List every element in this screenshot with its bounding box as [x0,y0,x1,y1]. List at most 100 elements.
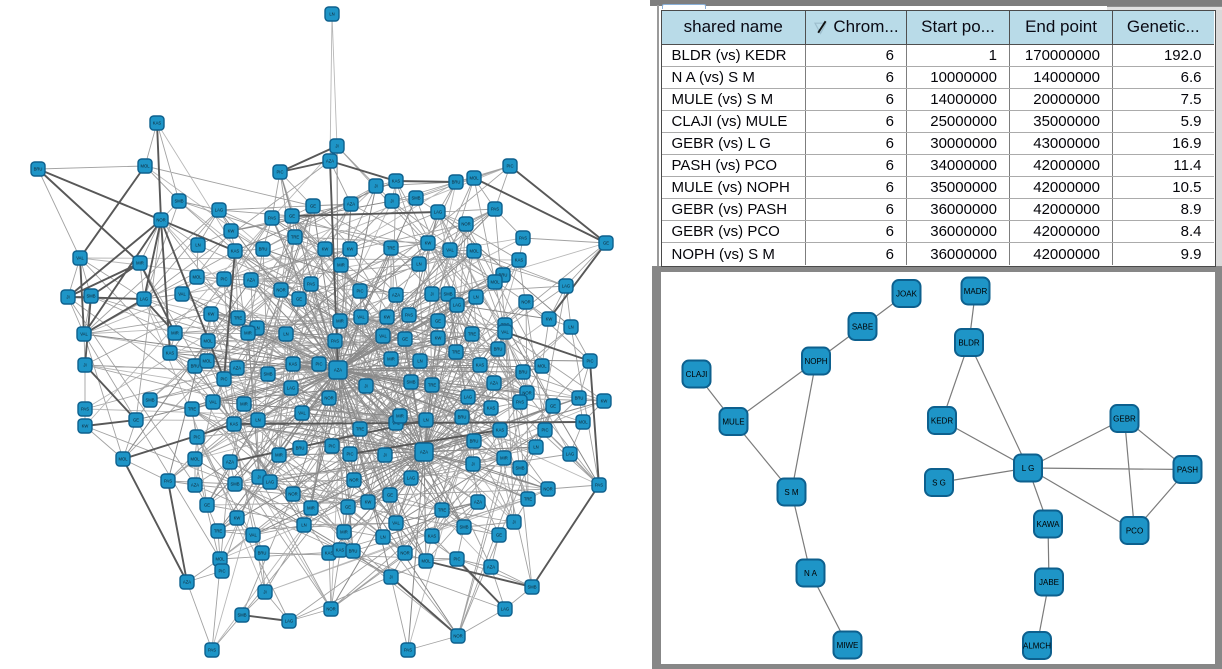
svg-text:KW: KW [435,336,442,341]
svg-text:PIC: PIC [219,569,226,574]
svg-text:KW: KW [347,247,354,252]
svg-text:LAG: LAG [215,208,223,213]
svg-text:BRU: BRU [259,247,268,252]
svg-text:MIR: MIR [500,456,508,461]
svg-text:JI: JI [374,184,377,189]
svg-text:KAS: KAS [289,362,298,367]
svg-text:LN: LN [568,325,573,330]
svg-text:KAS: KAS [496,428,505,433]
svg-text:LAG: LAG [266,480,274,485]
svg-text:KW: KW [234,516,241,521]
svg-text:PIC: PIC [329,444,336,449]
svg-text:AZA: AZA [247,278,255,283]
svg-text:BRU: BRU [494,347,503,352]
svg-text:MOL: MOL [537,364,547,369]
svg-text:ALMCH: ALMCH [1023,642,1051,651]
svg-text:KAS: KAS [336,548,345,553]
svg-text:AZA: AZA [347,202,355,207]
svg-text:PAS: PAS [404,648,412,653]
svg-text:KAS: KAS [325,551,334,556]
svg-text:VAL: VAL [379,334,387,339]
svg-text:JI: JI [390,199,393,204]
svg-text:GE: GE [296,297,302,302]
svg-text:TRE: TRE [188,407,197,412]
svg-text:GE: GE [133,418,139,423]
svg-text:GE: GE [387,493,393,498]
svg-text:BRU: BRU [470,439,479,444]
svg-text:JABE: JABE [1039,578,1059,587]
svg-text:LN: LN [423,418,428,423]
svg-text:PASH: PASH [1177,466,1198,475]
svg-text:PIC: PIC [194,435,201,440]
svg-text:MOL: MOL [469,176,479,181]
svg-text:KAS: KAS [428,534,437,539]
svg-text:GE: GE [435,319,441,324]
svg-text:VAL: VAL [298,411,306,416]
svg-text:TRE: TRE [356,427,365,432]
svg-text:JI: JI [335,144,338,149]
svg-text:BRU: BRU [296,446,305,451]
svg-text:AZA: AZA [487,565,495,570]
svg-text:KW: KW [601,399,608,404]
svg-text:MOL: MOL [203,339,213,344]
svg-text:MOL: MOL [140,164,150,169]
svg-text:TRE: TRE [291,235,300,240]
svg-text:VAL: VAL [392,521,400,526]
svg-text:AZA: AZA [233,366,241,371]
svg-text:TRE: TRE [468,332,477,337]
svg-text:AZA: AZA [191,483,199,488]
svg-text:AZA: AZA [392,293,400,298]
svg-text:MOL: MOL [421,559,431,564]
svg-text:LAG: LAG [566,452,574,457]
svg-text:BRU: BRU [258,551,267,556]
svg-text:TRE: TRE [452,350,461,355]
svg-text:MOL: MOL [469,249,479,254]
svg-text:MIR: MIR [136,261,144,266]
svg-text:S G: S G [932,479,946,488]
svg-text:PAS: PAS [307,282,315,287]
svg-text:MOL: MOL [192,275,202,280]
svg-text:JI: JI [66,295,69,300]
svg-text:BRU: BRU [191,364,200,369]
svg-text:PIC: PIC [347,452,354,457]
svg-text:MOL: MOL [490,280,500,285]
svg-text:KW: KW [384,315,391,320]
svg-text:AZA: AZA [490,381,498,386]
svg-text:GE: GE [289,214,295,219]
svg-text:JI: JI [383,453,386,458]
svg-text:BRU: BRU [458,415,467,420]
svg-text:NOR: NOR [349,478,358,483]
svg-text:PAS: PAS [516,400,524,405]
svg-text:AZA: AZA [474,500,482,505]
svg-text:LN: LN [329,12,334,17]
svg-text:JI: JI [430,292,433,297]
svg-text:SMB: SMB [263,372,272,377]
svg-text:KAS: KAS [392,179,401,184]
svg-text:SMB: SMB [411,196,420,201]
svg-text:KW: KW [228,229,235,234]
svg-text:AZA: AZA [183,580,191,585]
svg-text:TRE: TRE [214,529,223,534]
svg-text:SMB: SMB [230,482,239,487]
svg-text:VAL: VAL [249,533,257,538]
svg-text:NOR: NOR [400,551,409,556]
svg-text:NOR: NOR [522,391,531,396]
svg-text:PIC: PIC [507,164,514,169]
svg-text:TRE: TRE [438,508,447,513]
svg-text:NOR: NOR [156,218,165,223]
svg-text:LAG: LAG [464,395,472,400]
svg-text:MIR: MIR [337,263,345,268]
svg-text:JI: JI [257,475,260,480]
svg-text:JI: JI [263,590,266,595]
svg-text:JI: JI [364,384,367,389]
svg-text:GE: GE [550,404,556,409]
svg-text:NOR: NOR [288,492,297,497]
svg-text:VAL: VAL [446,248,454,253]
svg-text:JI: JI [389,575,392,580]
svg-text:VAL: VAL [76,256,84,261]
svg-text:VAL: VAL [357,315,365,320]
svg-text:KAWA: KAWA [1037,520,1061,529]
svg-text:PAS: PAS [208,648,216,653]
svg-text:MIR: MIR [307,506,315,511]
svg-text:AZA: AZA [326,159,334,164]
